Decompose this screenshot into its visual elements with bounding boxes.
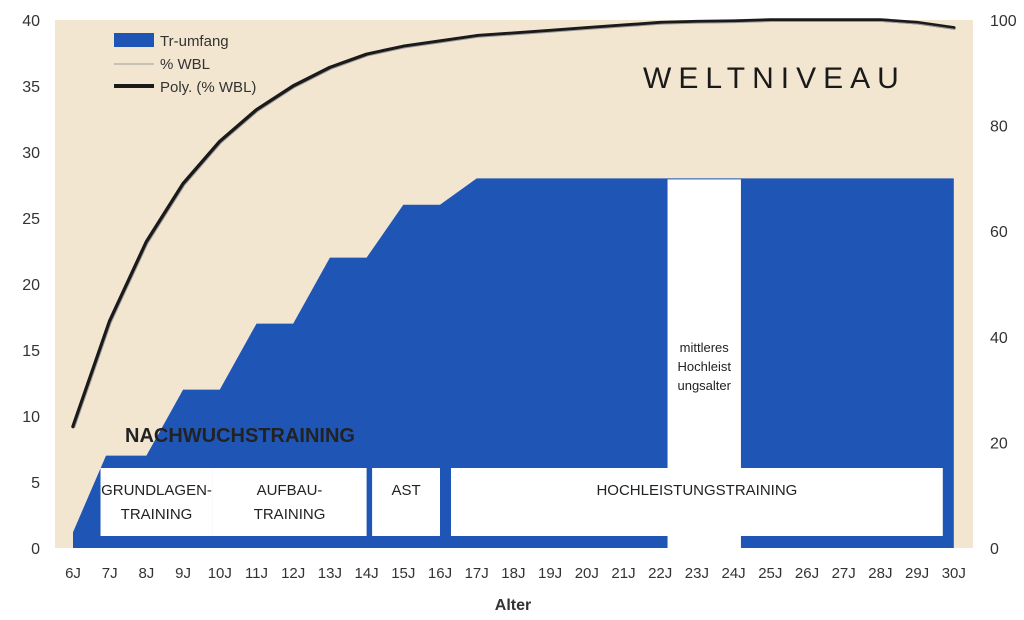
phase-label-grundlagen-0: GRUNDLAGEN- <box>101 482 212 499</box>
x-tick-label: 13J <box>318 565 342 582</box>
phase-box-hochleistung <box>451 468 943 536</box>
left-tick-label: 10 <box>22 409 40 426</box>
legend-label-area: Tr-umfang <box>160 33 229 50</box>
phase-box-grundlagen <box>100 468 213 536</box>
x-tick-label: 23J <box>685 565 709 582</box>
nachwuchstraining-annotation: NACHWUCHSTRAINING <box>125 425 355 447</box>
mittleres-hochleistungsalter-annotation: mittleres Hochleist ungsalter <box>677 340 731 393</box>
x-axis-label: Alter <box>495 597 531 614</box>
wbl-line <box>74 21 956 429</box>
left-tick-label: 20 <box>22 277 40 294</box>
phase-box-ast <box>372 468 440 536</box>
phase-label-ast-0: AST <box>391 482 420 499</box>
x-axis: 6J 7J 8J 9J 10J 11J 12J 13J 14J 15J 16J 17J 18J 19J 20… <box>65 565 966 582</box>
phase-label-aufbau-1: TRAINING <box>254 506 326 523</box>
phase-label-hochleistung-0: HOCHLEISTUNGSTRAINING <box>596 482 797 499</box>
mittleres-line-0: mittleres <box>680 340 730 355</box>
left-tick-label: 35 <box>22 79 40 96</box>
right-axis: 0 20 40 60 80 100 <box>990 13 1017 558</box>
legend-label-trend: Poly. (% WBL) <box>160 79 256 96</box>
left-tick-label: 5 <box>31 475 40 492</box>
right-tick-label: 0 <box>990 541 999 558</box>
left-axis: 0 5 10 15 20 25 30 35 40 <box>22 13 40 558</box>
x-tick-label: 17J <box>465 565 489 582</box>
x-tick-label: 29J <box>905 565 929 582</box>
x-tick-label: 16J <box>428 565 452 582</box>
legend-swatch-area <box>114 33 154 47</box>
right-tick-label: 20 <box>990 435 1008 452</box>
legend-label-wbl: % WBL <box>160 56 210 73</box>
left-tick-label: 0 <box>31 541 40 558</box>
x-tick-label: 6J <box>65 565 81 582</box>
phase-label-aufbau-0: AUFBAU- <box>257 482 323 499</box>
x-tick-label: 15J <box>391 565 415 582</box>
x-tick-label: 18J <box>501 565 525 582</box>
x-tick-label: 11J <box>245 565 268 582</box>
right-tick-label: 60 <box>990 224 1008 241</box>
left-tick-label: 40 <box>22 13 40 30</box>
phase-label-grundlagen-1: TRAINING <box>121 506 193 523</box>
x-tick-label: 30J <box>942 565 966 582</box>
legend: Tr-umfang % WBL Poly. (% WBL) <box>114 33 256 96</box>
right-tick-label: 100 <box>990 13 1017 30</box>
x-tick-label: 8J <box>138 565 154 582</box>
x-tick-label: 24J <box>722 565 746 582</box>
x-tick-label: 22J <box>648 565 672 582</box>
x-tick-label: 28J <box>868 565 892 582</box>
x-tick-label: 10J <box>208 565 232 582</box>
wbl-trend-line <box>71 18 956 429</box>
left-tick-label: 25 <box>22 211 40 228</box>
mittleres-line-2: ungsalter <box>677 378 731 393</box>
x-tick-label: 27J <box>832 565 856 582</box>
x-tick-label: 9J <box>175 565 191 582</box>
left-tick-label: 30 <box>22 145 40 162</box>
phase-box-aufbau <box>212 468 367 536</box>
x-tick-label: 25J <box>758 565 782 582</box>
x-tick-label: 7J <box>102 565 118 582</box>
weltniveau-annotation: WELTNIVEAU <box>643 62 906 95</box>
mittleres-line-1: Hochleist <box>678 359 732 374</box>
left-tick-label: 15 <box>22 343 40 360</box>
x-tick-label: 21J <box>611 565 635 582</box>
x-tick-label: 19J <box>538 565 562 582</box>
right-tick-label: 40 <box>990 330 1008 347</box>
right-tick-label: 80 <box>990 119 1008 136</box>
x-tick-label: 20J <box>575 565 599 582</box>
x-tick-label: 14J <box>355 565 379 582</box>
line-layer <box>71 18 956 429</box>
x-tick-label: 26J <box>795 565 819 582</box>
phase-layer: GRUNDLAGEN- TRAINING AUFBAU- TRAINING AST HOC… <box>100 468 943 536</box>
x-tick-label: 12J <box>281 565 305 582</box>
